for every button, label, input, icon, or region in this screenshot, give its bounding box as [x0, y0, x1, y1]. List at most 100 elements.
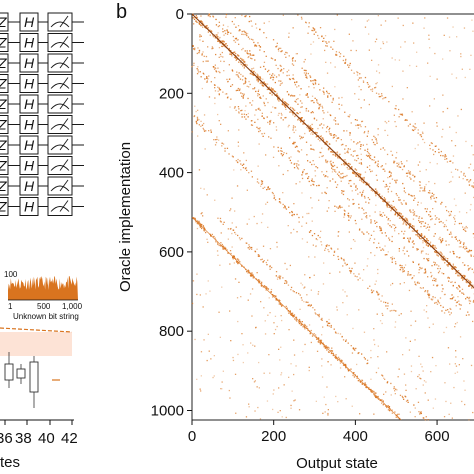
scatter-point — [311, 95, 314, 97]
scatter-point — [238, 89, 240, 92]
scatter-point — [334, 154, 336, 156]
scatter-point — [227, 252, 229, 254]
scatter-point — [410, 211, 412, 213]
scatter-point — [462, 262, 464, 264]
scatter-point — [420, 252, 423, 254]
scatter-point — [300, 117, 302, 119]
scatter-point — [200, 25, 202, 27]
scatter-point — [364, 149, 366, 151]
scatter-point — [330, 248, 333, 250]
scatter-point — [327, 361, 329, 363]
scatter-point — [235, 260, 238, 263]
scatter-point — [395, 108, 397, 110]
scatter-point — [462, 292, 464, 294]
scatter-point — [304, 274, 306, 276]
scatter-point — [467, 311, 469, 313]
scatter-point — [201, 22, 204, 24]
scatter-point — [391, 261, 393, 263]
panel-b-letter: b — [116, 1, 127, 23]
scatter-point — [196, 68, 198, 70]
scatter-point — [233, 51, 235, 54]
scatter-point — [424, 236, 426, 238]
scatter-point — [429, 144, 431, 146]
scatter-point — [432, 284, 435, 286]
scatter-point — [249, 50, 251, 52]
scatter-point — [272, 88, 274, 90]
scatter-point — [354, 275, 356, 277]
scatter-point — [274, 315, 277, 317]
scatter-point — [343, 164, 346, 166]
scatter-point — [400, 267, 402, 269]
y-tick-label: 0 — [176, 6, 184, 23]
scatter-point — [449, 314, 451, 316]
scatter-point — [342, 193, 345, 196]
scatter-point — [327, 322, 329, 324]
scatter-point — [303, 287, 305, 289]
scatter-point — [345, 161, 347, 163]
scatter-point — [468, 267, 470, 270]
scatter-point — [464, 229, 466, 232]
scatter-point — [296, 86, 298, 88]
scatter-point — [290, 289, 292, 291]
scatter-point — [219, 71, 221, 74]
scatter-point — [411, 277, 414, 279]
scatter-point — [340, 144, 343, 146]
scatter-point — [345, 175, 347, 178]
scatter-point — [301, 177, 304, 180]
scatter-point — [251, 54, 253, 56]
scatter-point — [224, 30, 226, 32]
scatter-point — [376, 292, 379, 294]
scatter-point — [267, 101, 269, 104]
scatter-point — [400, 313, 402, 315]
scatter-point — [427, 259, 429, 262]
scatter-point — [270, 88, 272, 91]
scatter-point — [342, 190, 344, 193]
scatter-point — [453, 386, 455, 389]
scatter-point — [446, 229, 449, 231]
scatter-point — [275, 271, 278, 273]
scatter-point — [218, 21, 220, 23]
scatter-point — [436, 284, 438, 287]
scatter-point — [324, 143, 326, 145]
scatter-point — [380, 228, 382, 230]
scatter-point — [214, 87, 216, 89]
scatter-point — [330, 151, 332, 153]
scatter-point — [468, 298, 470, 300]
scatter-point — [425, 183, 427, 186]
scatter-point — [205, 130, 207, 132]
scatter-point — [276, 241, 278, 244]
scatter-point — [301, 102, 303, 104]
meter-needle — [59, 77, 69, 89]
scatter-point — [243, 83, 245, 85]
scatter-point — [236, 74, 239, 76]
bottom-xlabel-fragment: tes — [0, 454, 20, 471]
scatter-point — [383, 168, 385, 170]
scatter-point — [465, 314, 468, 316]
scatter-point — [414, 407, 416, 409]
scatter-point — [447, 309, 449, 311]
scatter-point — [405, 396, 407, 398]
scatter-point — [331, 171, 334, 173]
scatter-point — [409, 123, 411, 125]
scatter-point — [259, 76, 261, 79]
scatter-point — [254, 114, 256, 116]
scatter-point — [431, 274, 433, 277]
scatter-point — [223, 34, 225, 36]
scatter-point — [394, 261, 397, 263]
scatter-point — [316, 338, 318, 340]
scatter-point — [248, 86, 250, 88]
scatter-point — [244, 63, 247, 66]
scatter-point — [290, 313, 292, 316]
scatter-point — [357, 157, 359, 160]
scatter-point — [278, 348, 280, 350]
scatter-point — [237, 258, 239, 260]
scatter-point — [387, 302, 389, 304]
scatter-point — [304, 69, 306, 72]
scatter-point — [245, 416, 248, 418]
scatter-point — [251, 272, 253, 274]
scatter-point — [317, 293, 319, 295]
scatter-point — [371, 59, 373, 61]
scatter-point — [246, 189, 248, 191]
scatter-point — [393, 114, 395, 116]
scatter-point — [300, 136, 303, 138]
